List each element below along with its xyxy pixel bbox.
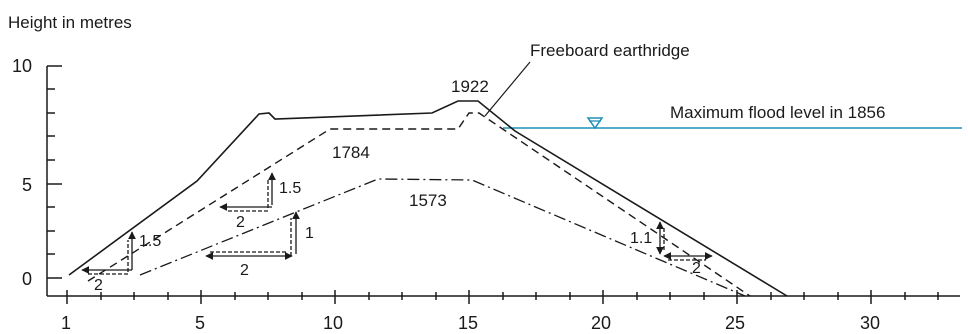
x-tick-10: 10 [323,313,343,333]
y-tick-0: 0 [22,269,32,289]
y-tick-10: 10 [12,56,32,76]
profile-1922-line [68,100,788,297]
y-axis-minor-ticks [47,65,62,279]
freeboard-leader-line [484,61,531,117]
flood-level-label: Maximum flood level in 1856 [670,103,885,122]
slope-left-inner-run-label: 2 [240,262,249,279]
slope-dimension-left-outer [81,231,136,275]
profile-1784-label: 1784 [332,143,370,162]
slope-dimension-left-middle [219,172,276,212]
slope-right-rise-label: 1.1 [630,230,652,247]
slope-left-inner-rise-label: 1 [305,225,314,242]
profile-1922-label: 1922 [451,77,489,96]
freeboard-label: Freeboard earthridge [530,41,690,60]
x-tick-15: 15 [458,313,478,333]
profile-1573-label: 1573 [409,191,447,210]
slope-left-outer-run-label: 2 [94,277,103,294]
x-axis-ticks [66,290,939,304]
x-tick-5: 5 [195,313,205,333]
slope-dimension-left-inner [205,211,300,260]
x-tick-1: 1 [61,313,71,333]
profile-1573-line [139,178,746,297]
profile-1784-line [87,112,751,297]
x-tick-20: 20 [591,313,611,333]
y-tick-5: 5 [22,175,32,195]
slope-left-middle-run-label: 2 [236,214,245,231]
slope-left-middle-rise-label: 1.5 [279,180,301,197]
x-tick-30: 30 [860,313,880,333]
slope-dimension-right [656,221,713,261]
x-tick-25: 25 [725,313,745,333]
water-level-symbol-icon [586,117,604,130]
slope-left-outer-rise-label: 1.5 [139,233,161,250]
y-axis-title: Height in metres [8,13,132,32]
slope-right-run-label: 2 [692,260,701,277]
